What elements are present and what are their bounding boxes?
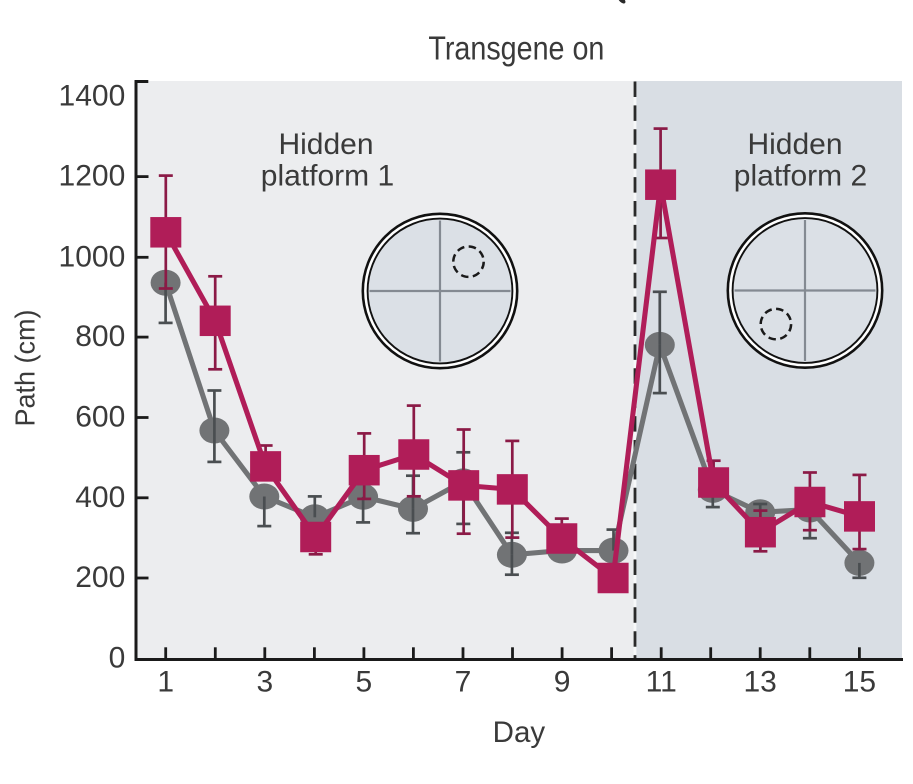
svg-text:5: 5 — [356, 665, 373, 698]
svg-text:600: 600 — [75, 401, 125, 434]
svg-text:11: 11 — [646, 665, 677, 698]
svg-text:1: 1 — [157, 665, 174, 698]
svg-text:0: 0 — [109, 641, 126, 674]
svg-text:Transgene on: Transgene on — [428, 29, 604, 66]
svg-text:Path (cm): Path (cm) — [10, 310, 41, 427]
svg-text:1200: 1200 — [59, 160, 126, 193]
svg-text:1400: 1400 — [59, 79, 126, 112]
svg-text:platform 1: platform 1 — [261, 160, 394, 193]
svg-text:Hidden: Hidden — [747, 128, 842, 161]
svg-text:9: 9 — [554, 665, 571, 698]
svg-text:7: 7 — [455, 665, 472, 698]
svg-text:400: 400 — [75, 481, 125, 514]
svg-text:13: 13 — [744, 665, 777, 698]
svg-text:200: 200 — [75, 561, 125, 594]
svg-text:15: 15 — [843, 665, 876, 698]
svg-text:1000: 1000 — [59, 240, 126, 273]
svg-text:3: 3 — [256, 665, 273, 698]
svg-text:Day: Day — [493, 716, 546, 749]
svg-text:platform 2: platform 2 — [734, 160, 867, 193]
svg-text:800: 800 — [75, 320, 125, 353]
svg-text:Hidden: Hidden — [278, 128, 373, 161]
